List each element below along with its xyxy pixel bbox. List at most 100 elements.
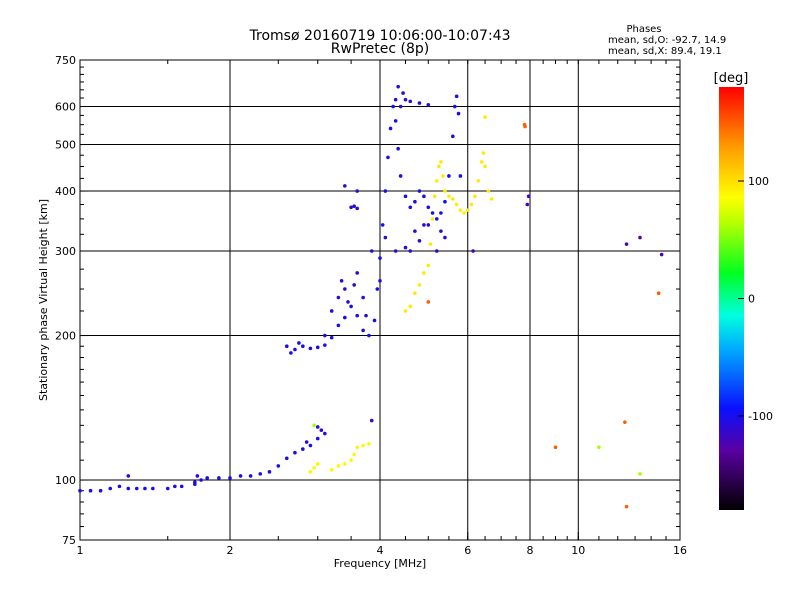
data-point [483,164,487,169]
data-point [393,249,398,253]
data-point [393,97,398,102]
data-point [355,271,359,275]
x-axis: 1 2 4 6 8 10 16 [77,60,687,557]
data-point [372,318,377,323]
data-point [297,341,301,345]
data-point [398,174,403,178]
data-point [349,458,353,462]
data-point [451,197,455,201]
data-point [383,235,388,240]
info-line-o: mean, sd,O: -92.7, 14.9 [608,35,726,46]
data-point [343,462,347,466]
data-point [276,464,281,468]
data-point [151,486,155,491]
data-point [430,211,435,215]
data-point [126,474,131,478]
y-tick-label: 600 [55,101,76,114]
data-point [408,304,413,309]
data-point [355,206,359,211]
data-point [284,456,289,461]
info-heading: Phases [626,24,661,35]
data-point [462,211,466,215]
data-point [134,486,139,491]
data-point [108,486,113,491]
data-point [398,104,403,109]
data-point [408,249,413,253]
y-tick-label: 400 [55,185,76,198]
data-point [479,160,484,164]
data-point [329,468,334,472]
data-point [553,445,558,450]
x-axis-label: Frequency [MHz] [334,557,426,570]
data-point [393,119,398,123]
data-point [483,115,487,120]
data-point [396,84,400,89]
data-point [434,217,439,221]
data-point [426,223,431,227]
data-point [117,484,122,489]
data-point [417,283,422,287]
data-point [375,287,380,291]
y-axis-label: Stationary phase Virtual Height [km] [37,199,50,401]
data-point [352,452,356,457]
data-point [78,488,82,493]
data-point [143,486,147,491]
data-point [458,174,463,178]
data-point [336,295,341,300]
x-tick-label: 8 [527,544,534,557]
data-point [284,344,289,349]
data-point [369,249,374,253]
data-point [434,179,439,183]
data-point [323,333,327,338]
data-point [454,94,459,99]
data-point [301,344,305,349]
data-point [638,235,642,240]
data-point [315,425,320,429]
data-point [383,189,388,193]
data-point [473,194,477,199]
data-point [355,445,359,450]
data-point [355,313,359,318]
data-point [432,194,437,199]
data-point [403,97,408,102]
data-point [422,223,426,227]
data-point [380,223,385,227]
data-point [361,443,365,448]
colorbar-label: [deg] [714,71,749,86]
data-point [417,101,422,105]
data-point [378,279,382,283]
x-tick-label: 1 [77,544,84,557]
data-point [489,197,494,201]
data-point [329,309,334,313]
data-point [388,126,393,131]
data-point [434,249,439,253]
data-point [417,189,422,193]
y-tick-label: 200 [55,330,76,343]
data-point [289,351,293,355]
data-point [624,504,629,509]
data-point [413,199,417,204]
info-line-x: mean, sd,X: 89.4, 19.1 [608,46,722,57]
data-point [323,343,327,347]
data-point [451,134,455,139]
data-point [304,440,309,444]
data-point [308,443,313,448]
chart-subtitle: RwPretec (8p) [331,41,429,57]
data-point [401,91,405,95]
colorbar: [deg] 100 0 -100 [714,71,773,510]
data-point [355,189,359,193]
data-point [443,199,447,204]
data-point [361,295,365,300]
data-point [378,256,382,260]
data-point [301,447,305,451]
data-point [469,202,474,207]
data-point [315,462,320,466]
data-point [403,245,408,250]
data-point [422,271,426,275]
data-point [441,174,445,178]
data-point [439,211,443,215]
data-point [352,204,356,208]
data-point [443,235,447,240]
data-point [195,474,200,478]
data-point [426,300,431,304]
